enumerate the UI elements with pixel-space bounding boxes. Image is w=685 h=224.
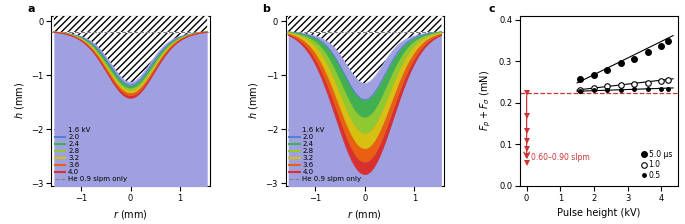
Text: a: a — [27, 4, 35, 14]
Legend: 1.6 kV, 2.0, 2.4, 2.8, 3.2, 3.6, 4.0, He 0.9 slpm only: 1.6 kV, 2.0, 2.4, 2.8, 3.2, 3.6, 4.0, He… — [289, 127, 362, 182]
Legend: 1.6 kV, 2.0, 2.4, 2.8, 3.2, 3.6, 4.0, He 0.9 slpm only: 1.6 kV, 2.0, 2.4, 2.8, 3.2, 3.6, 4.0, He… — [55, 127, 127, 182]
Text: (5-μs pulse width): (5-μs pulse width) — [289, 169, 358, 178]
Text: (1-μs pulse width): (1-μs pulse width) — [55, 169, 124, 178]
Y-axis label: $F_p + F_\sigma$ (mN): $F_p + F_\sigma$ (mN) — [479, 70, 493, 131]
X-axis label: Pulse height (kV): Pulse height (kV) — [558, 208, 640, 218]
X-axis label: $r$ (mm): $r$ (mm) — [113, 208, 148, 221]
Text: b: b — [262, 4, 270, 14]
Text: 0.60–0.90 slpm: 0.60–0.90 slpm — [531, 153, 589, 162]
Text: c: c — [488, 4, 495, 14]
Legend: 5.0 μs, 1.0, 0.5: 5.0 μs, 1.0, 0.5 — [640, 147, 674, 182]
Y-axis label: $h$ (mm): $h$ (mm) — [247, 82, 260, 119]
Y-axis label: $h$ (mm): $h$ (mm) — [13, 82, 26, 119]
X-axis label: $r$ (mm): $r$ (mm) — [347, 208, 382, 221]
